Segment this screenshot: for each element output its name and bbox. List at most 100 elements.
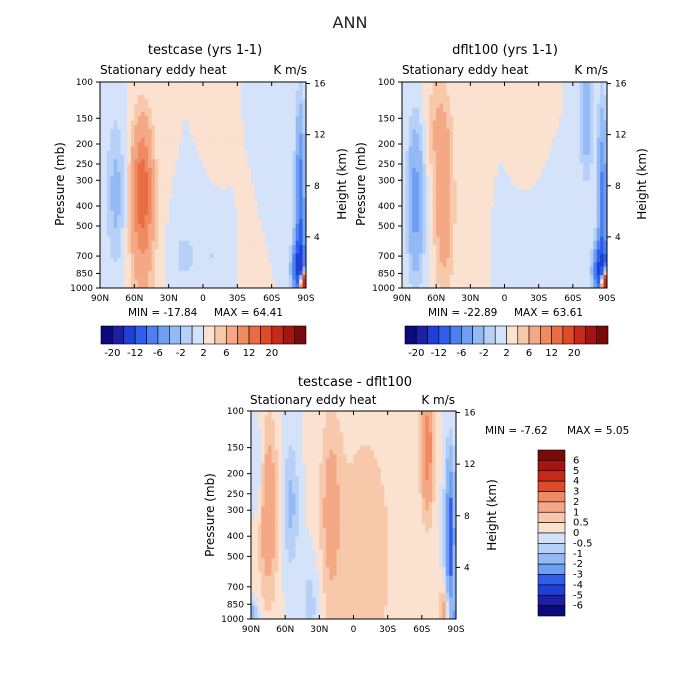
- contour-cell: [425, 172, 430, 178]
- contour-cell: [292, 275, 297, 281]
- contour-cell: [134, 240, 139, 246]
- contour-cell: [130, 249, 135, 255]
- contour-cell: [137, 262, 142, 268]
- contour-cell: [113, 262, 118, 268]
- contour-cell: [137, 180, 142, 186]
- contour-cell: [412, 124, 417, 130]
- contour-cell: [425, 249, 430, 255]
- contour-cell: [199, 262, 204, 268]
- contour-cell: [531, 206, 536, 212]
- contour-cell: [518, 270, 523, 276]
- contour-cell: [185, 99, 190, 105]
- contour-cell: [196, 150, 201, 156]
- contour-cell: [490, 176, 495, 182]
- contour-cell: [237, 103, 242, 109]
- contour-cell: [295, 227, 300, 233]
- contour-cell: [264, 236, 269, 242]
- subtitle-left: Stationary eddy heat: [402, 63, 529, 77]
- contour-cell: [507, 90, 512, 96]
- contour-cell: [415, 245, 420, 250]
- contour-cell: [501, 189, 506, 195]
- contour-cell: [103, 167, 108, 173]
- contour-cell: [213, 86, 218, 92]
- contour-cell: [203, 99, 208, 105]
- contour-cell: [151, 163, 156, 169]
- contour-cell: [189, 240, 194, 246]
- contour-cell: [199, 219, 204, 225]
- contour-cell: [473, 146, 478, 152]
- contour-cell: [148, 197, 153, 203]
- contour-cell: [251, 227, 256, 233]
- contour-cell: [254, 163, 259, 169]
- contour-cell: [257, 99, 262, 105]
- contour-cell: [189, 133, 194, 139]
- contour-cell: [466, 86, 471, 92]
- contour-cell: [405, 240, 410, 246]
- contour-cell: [271, 219, 276, 225]
- contour-cell: [497, 240, 502, 246]
- contour-cell: [168, 154, 173, 160]
- contour-cell: [299, 185, 304, 190]
- contour-cell: [124, 185, 129, 190]
- contour-cell: [165, 253, 170, 259]
- contour-cell: [302, 283, 306, 288]
- contour-cell: [172, 232, 177, 238]
- contour-cell: [223, 163, 228, 169]
- contour-cell: [453, 86, 458, 92]
- contour-cell: [106, 189, 111, 195]
- contour-cell: [535, 120, 540, 126]
- contour-cell: [168, 112, 173, 117]
- contour-cell: [151, 270, 156, 276]
- contour-cell: [443, 210, 448, 216]
- contour-cell: [172, 236, 177, 242]
- contour-cell: [151, 249, 156, 255]
- contour-cell: [161, 172, 166, 178]
- contour-cell: [453, 94, 458, 100]
- contour-cell: [237, 270, 242, 276]
- colorbar-swatch: [203, 325, 216, 345]
- contour-cell: [103, 112, 108, 117]
- contour-cell: [484, 142, 489, 147]
- contour-cell: [494, 146, 499, 152]
- contour-cell: [137, 129, 142, 135]
- contour-cell: [182, 223, 187, 229]
- contour-cell: [178, 94, 183, 100]
- contour-cell: [419, 167, 424, 173]
- contour-cell: [484, 86, 489, 92]
- contour-cell: [175, 210, 180, 216]
- contour-cell: [185, 150, 190, 156]
- contour-cell: [175, 107, 180, 113]
- contour-cell: [103, 262, 108, 268]
- contour-cell: [137, 245, 142, 250]
- contour-cell: [466, 124, 471, 130]
- colorbar-label: 12: [243, 348, 256, 359]
- contour-cell: [151, 266, 156, 272]
- contour-cell: [175, 99, 180, 105]
- contour-cell: [292, 257, 297, 263]
- contour-cell: [100, 232, 105, 238]
- contour-cell: [261, 193, 266, 199]
- contour-cell: [497, 124, 502, 130]
- contour-cell: [154, 163, 159, 169]
- contour-cell: [542, 279, 547, 285]
- contour-cell: [466, 227, 471, 233]
- contour-cell: [120, 232, 125, 238]
- contour-cell: [161, 120, 166, 126]
- contour-cell: [497, 90, 502, 96]
- contour-cell: [490, 137, 495, 143]
- contour-cell: [511, 253, 516, 259]
- contour-cell: [223, 210, 228, 216]
- contour-cell: [124, 215, 129, 220]
- contour-cell: [402, 176, 407, 182]
- contour-cell: [227, 176, 232, 182]
- contour-cell: [271, 275, 276, 281]
- contour-cell: [154, 283, 159, 288]
- contour-cell: [103, 219, 108, 225]
- contour-cell: [103, 240, 108, 246]
- contour-cell: [113, 90, 118, 96]
- contour-cell: [120, 146, 125, 152]
- contour-cell: [538, 163, 543, 169]
- contour-cell: [449, 257, 454, 263]
- contour-cell: [144, 154, 149, 160]
- contour-cell: [154, 249, 159, 255]
